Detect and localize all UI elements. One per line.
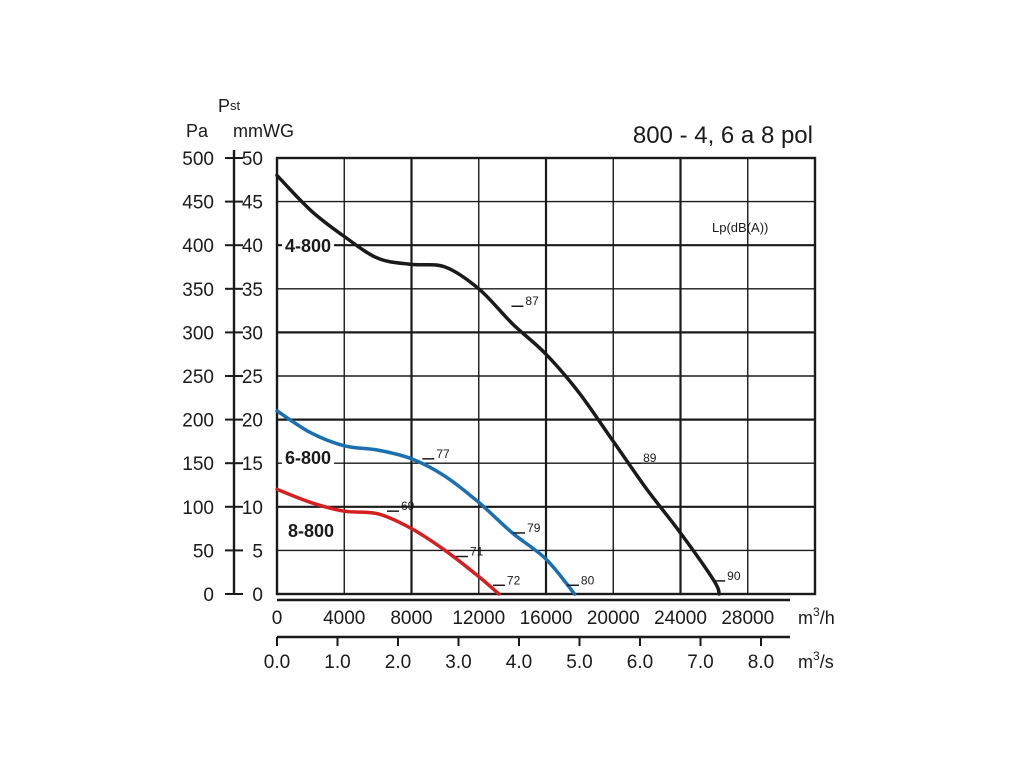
pressure-mmwg-tick-label: 45 [242, 193, 263, 214]
noise-marker-label: 72 [507, 573, 521, 587]
plot-frame [275, 156, 817, 596]
pressure-mmwg-tick-label: 20 [242, 411, 263, 432]
pressure-mmwg-tick-label: 0 [252, 585, 263, 606]
flow-m3s-tick-label: 2.0 [385, 652, 411, 673]
pressure-pa-tick-label: 250 [182, 367, 214, 388]
curve-label-bg [282, 447, 334, 469]
flow-m3h-tick-label: 24000 [654, 608, 707, 629]
chart-title: 800 - 4, 6 a 8 pol [633, 122, 813, 149]
pressure-axis-symbol: Pst [218, 96, 241, 116]
flow-m3s-tick-label: 1.0 [324, 652, 350, 673]
flow-m3s-tick-label: 4.0 [506, 652, 532, 673]
flow-m3s-tick-label: 0.0 [264, 652, 290, 673]
pressure-pa-tick-label: 150 [182, 454, 214, 475]
pressure-pa-tick-label: 400 [182, 236, 214, 257]
curve-4-800 [275, 173, 721, 596]
pressure-pa-tick-label: 50 [193, 541, 214, 562]
flow-m3h-tick-label: 28000 [721, 608, 774, 629]
pressure-mmwg-tick-label: 15 [242, 454, 263, 475]
flow-m3h-tick-label: 16000 [520, 608, 573, 629]
curve-label-8-800: 8-800 [288, 521, 334, 541]
noise-marker-label: 71 [470, 545, 484, 559]
flow-m3s-tick-label: 7.0 [687, 652, 713, 673]
pressure-mmwg-tick-label: 50 [242, 149, 263, 170]
noise-marker-label: 69 [401, 499, 415, 513]
pressure-mmwg-tick-label: 40 [242, 236, 263, 257]
chart-curves [275, 173, 721, 596]
noise-marker-label: 90 [727, 569, 741, 583]
pressure-mmwg-tick-label: 35 [242, 280, 263, 301]
pressure-pa-tick-label: 500 [182, 149, 214, 170]
curve-label-4-800: 4-800 [285, 236, 331, 256]
noise-marker-label: 77 [436, 447, 450, 461]
pressure-pa-tick-label: 0 [203, 585, 214, 606]
curve-label-6-800: 6-800 [285, 448, 331, 468]
flow-m3s-tick-label: 6.0 [627, 652, 653, 673]
flow-m3h-tick-label: 4000 [323, 608, 365, 629]
pressure-pa-tick-label: 300 [182, 323, 214, 344]
pressure-pa-tick-label: 450 [182, 193, 214, 214]
flow-m3h-tick-label: 0 [272, 608, 283, 629]
pressure-axis-unit-mmwg: mmWG [233, 121, 294, 141]
pressure-pa-tick-label: 100 [182, 498, 214, 519]
noise-marker-label: 87 [525, 294, 539, 308]
flow-m3h-tick-label: 12000 [452, 608, 505, 629]
pressure-mmwg-tick-label: 25 [242, 367, 263, 388]
curve-label-bg [282, 235, 334, 257]
noise-marker-label: 89 [643, 451, 657, 465]
flow-axis-unit-m3h: m3/h [798, 605, 835, 628]
noise-marker-label: 79 [527, 521, 541, 535]
chart-grid [275, 156, 817, 596]
flow-m3s-tick-label: 3.0 [445, 652, 471, 673]
pressure-pa-tick-label: 350 [182, 280, 214, 301]
pressure-mmwg-tick-label: 5 [252, 541, 263, 562]
pressure-axis-unit-pa: Pa [186, 121, 209, 141]
flow-axis-unit-m3s: m3/s [798, 649, 834, 672]
pressure-mmwg-tick-label: 10 [242, 498, 263, 519]
noise-marker-label: 80 [581, 573, 595, 587]
flow-m3s-tick-label: 8.0 [748, 652, 774, 673]
curve-6-800 [275, 409, 577, 596]
flow-m3h-tick-label: 20000 [587, 608, 640, 629]
pressure-pa-tick-label: 200 [182, 411, 214, 432]
chart-labels: 87 89 90 4-800 77 79 80 6-800 69 71 72 8-800 [282, 235, 741, 587]
curve-label-bg [285, 520, 337, 542]
flow-m3s-tick-label: 5.0 [566, 652, 592, 673]
chart-axes: 0501001502002503003504004505000510152025… [182, 149, 790, 673]
curve-8-800 [275, 487, 501, 596]
flow-m3h-tick-label: 8000 [390, 608, 432, 629]
noise-level-label: Lp(dB(A)) [712, 220, 768, 235]
pressure-mmwg-tick-label: 30 [242, 323, 263, 344]
